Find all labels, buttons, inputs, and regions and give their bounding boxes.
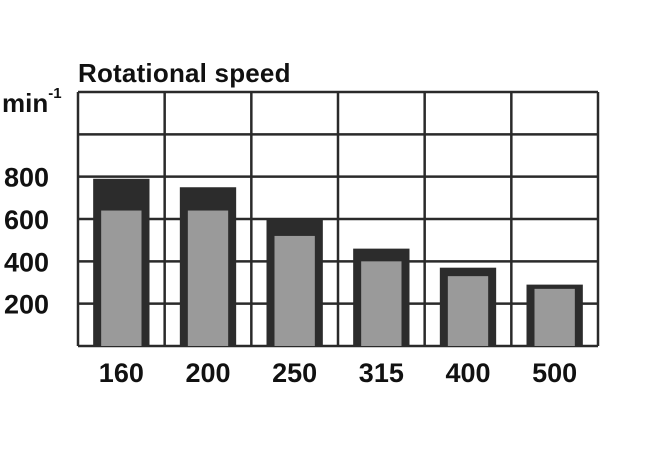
chart-title: Rotational speed xyxy=(78,58,291,88)
bar-inner xyxy=(101,210,142,346)
bar-inner xyxy=(447,276,489,346)
y-tick-label: 600 xyxy=(4,205,49,235)
x-tick-label: 250 xyxy=(272,358,317,388)
y-tick-label: 200 xyxy=(4,290,49,320)
x-tick-label: 500 xyxy=(532,358,577,388)
bar-inner xyxy=(361,261,402,346)
bar-inner xyxy=(534,288,575,346)
y-tick-label: 800 xyxy=(4,163,49,193)
x-tick-label: 160 xyxy=(99,358,144,388)
y-tick-label: 400 xyxy=(4,247,49,277)
y-axis-unit-label: min-1 xyxy=(2,85,62,118)
bar-inner xyxy=(187,210,229,346)
x-tick-label: 400 xyxy=(445,358,490,388)
x-tick-label: 200 xyxy=(185,358,230,388)
x-tick-label: 315 xyxy=(359,358,404,388)
bar-inner xyxy=(274,235,315,346)
